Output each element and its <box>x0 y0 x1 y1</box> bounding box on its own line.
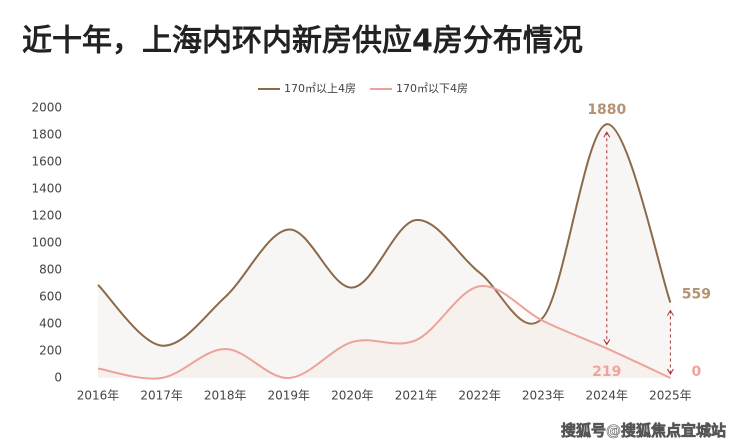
arrow-head <box>603 339 611 346</box>
y-tick-label: 1400 <box>31 182 62 196</box>
x-tick-label: 2019年 <box>268 389 311 403</box>
arrow-head <box>603 131 611 138</box>
y-tick-label: 1200 <box>31 209 62 223</box>
watermark: 搜狐号@搜狐焦点宜城站 <box>561 422 726 440</box>
area <box>98 124 671 378</box>
y-tick-label: 1600 <box>31 155 62 169</box>
y-tick-label: 400 <box>39 317 62 331</box>
x-tick-label: 2017年 <box>140 389 183 403</box>
x-tick-label: 2022年 <box>458 389 501 403</box>
arrow-head <box>666 368 674 375</box>
x-tick-label: 2024年 <box>586 389 629 403</box>
x-tick-label: 2016年 <box>77 389 120 403</box>
y-tick-label: 2000 <box>31 101 62 115</box>
area <box>98 285 671 379</box>
x-tick-label: 2020年 <box>331 389 374 403</box>
arrow-head <box>666 309 674 316</box>
y-tick-label: 0 <box>54 371 62 385</box>
data-label: 219 <box>592 364 621 380</box>
chart-title: 近十年，上海内环内新房供应4房分布情况 <box>22 24 583 59</box>
x-tick-label: 2023年 <box>522 389 565 403</box>
y-tick-label: 600 <box>39 290 62 304</box>
data-label: 0 <box>692 364 702 380</box>
x-tick-label: 2018年 <box>204 389 247 403</box>
y-tick-label: 1800 <box>31 128 62 142</box>
series-line <box>97 123 672 347</box>
x-tick-label: 2021年 <box>395 389 438 403</box>
y-tick-label: 800 <box>39 263 62 277</box>
data-label: 1880 <box>587 102 626 118</box>
series-line <box>97 285 671 380</box>
legend-label: 170㎡以下4房 <box>396 82 468 95</box>
data-label: 559 <box>682 287 711 303</box>
y-tick-label: 1000 <box>31 236 62 250</box>
y-tick-label: 200 <box>39 344 62 358</box>
x-tick-label: 2025年 <box>649 389 692 403</box>
legend-label: 170㎡以上4房 <box>284 82 356 95</box>
